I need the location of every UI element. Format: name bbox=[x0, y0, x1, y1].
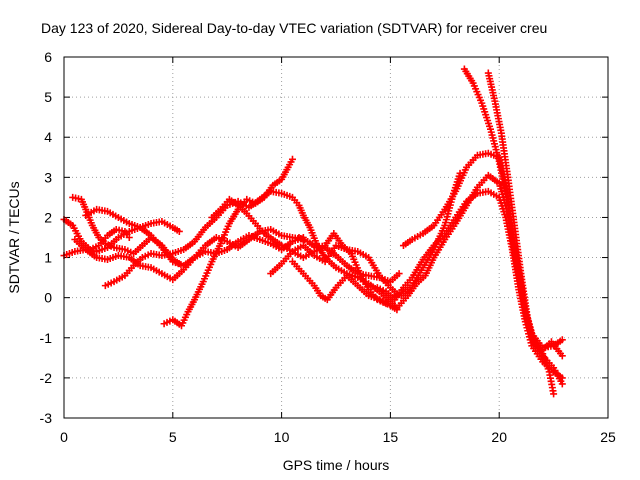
data-point bbox=[175, 227, 183, 235]
x-axis-label: GPS time / hours bbox=[283, 457, 390, 473]
y-tick-label: 2 bbox=[44, 209, 52, 225]
series-arc-4 bbox=[82, 205, 307, 270]
data-points bbox=[60, 65, 566, 398]
x-tick-label: 0 bbox=[60, 429, 68, 445]
data-point bbox=[393, 306, 401, 314]
y-tick-label: 5 bbox=[44, 89, 52, 105]
y-tick-label: -3 bbox=[40, 410, 53, 426]
data-point bbox=[558, 380, 566, 388]
series-arc-12 bbox=[373, 187, 566, 382]
chart-title: Day 123 of 2020, Sidereal Day-to-day VTE… bbox=[41, 20, 547, 36]
x-tick-label: 15 bbox=[383, 429, 399, 445]
series-arc-7 bbox=[160, 155, 296, 330]
y-tick-label: 1 bbox=[44, 250, 52, 266]
x-tick-label: 25 bbox=[600, 429, 616, 445]
data-point bbox=[558, 336, 566, 344]
data-point bbox=[550, 390, 558, 398]
y-tick-label: -2 bbox=[40, 370, 53, 386]
series-arc-10 bbox=[288, 258, 401, 314]
y-tick-label: 6 bbox=[44, 49, 52, 65]
data-point bbox=[395, 270, 403, 278]
data-point bbox=[558, 352, 566, 360]
series-arc-13 bbox=[395, 171, 566, 388]
y-tick-label: -1 bbox=[40, 330, 53, 346]
y-tick-label: 4 bbox=[44, 129, 52, 145]
plot-frame bbox=[63, 56, 609, 419]
series-arc-17 bbox=[484, 69, 566, 360]
series-arc-9 bbox=[267, 242, 401, 298]
y-tick-label: 0 bbox=[44, 290, 52, 306]
data-point bbox=[288, 155, 296, 163]
x-tick-label: 10 bbox=[274, 429, 290, 445]
y-tick-label: 3 bbox=[44, 169, 52, 185]
x-tick-label: 5 bbox=[169, 429, 177, 445]
data-point bbox=[125, 234, 133, 241]
x-tick-label: 20 bbox=[491, 429, 507, 445]
y-axis-label: SDTVAR / TECUs bbox=[6, 181, 22, 293]
